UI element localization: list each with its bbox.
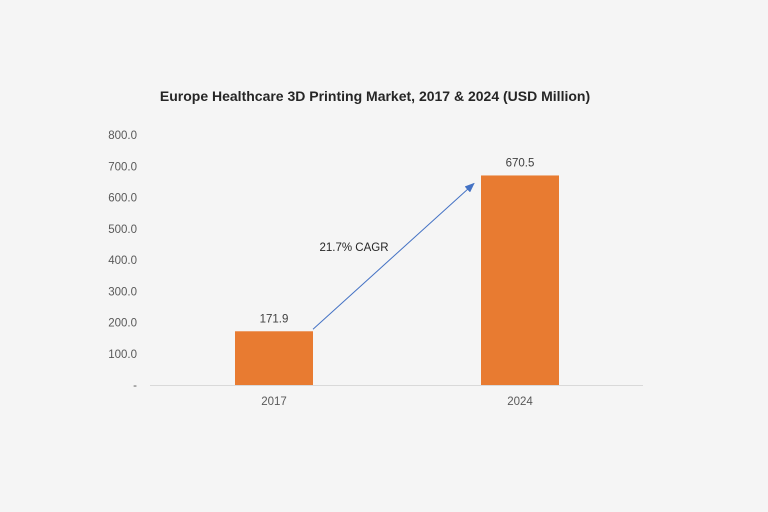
y-tick-label: 200.0 <box>108 318 137 330</box>
y-tick-label: 600.0 <box>108 193 137 205</box>
data-label-2024: 670.5 <box>506 157 535 169</box>
y-tick-label: 100.0 <box>108 349 137 361</box>
x-tick-label-2017: 2017 <box>261 396 287 408</box>
y-tick-label: 300.0 <box>108 286 137 298</box>
y-tick-label: 400.0 <box>108 255 137 267</box>
y-tick-label: - <box>133 380 137 392</box>
bar-2017 <box>235 331 313 385</box>
y-tick-label: 800.0 <box>108 130 137 142</box>
bar-2024 <box>481 175 559 385</box>
chart-title: Europe Healthcare 3D Printing Market, 20… <box>159 88 591 104</box>
data-label-2017: 171.9 <box>260 313 289 325</box>
cagr-arrow <box>312 182 475 330</box>
cagr-annotation: 21.7% CAGR <box>319 242 388 254</box>
y-tick-label: 700.0 <box>108 161 137 173</box>
y-tick-label: 500.0 <box>108 224 137 236</box>
x-tick-label-2024: 2024 <box>507 396 533 408</box>
